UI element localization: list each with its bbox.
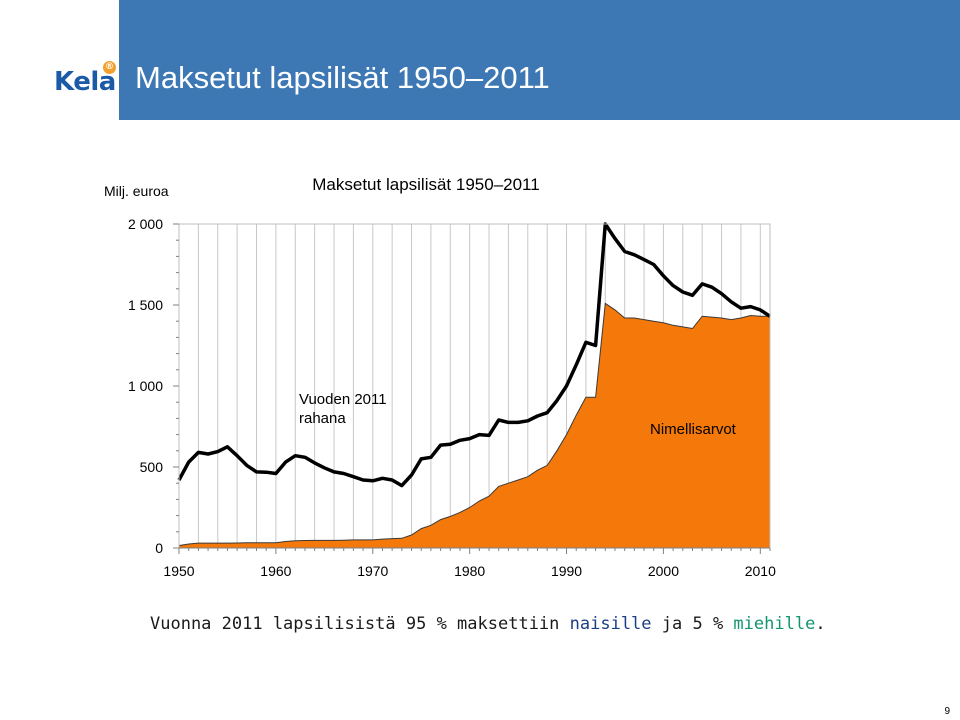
caption-text-3: . bbox=[815, 614, 826, 634]
area-series-layer bbox=[178, 302, 771, 549]
caption-highlight-men: miehille bbox=[733, 614, 816, 634]
chart: Maksetut lapsilisät 1950–2011 Milj. euro… bbox=[104, 175, 776, 579]
line-series-layer bbox=[177, 222, 771, 488]
y-tick-label: 1 000 bbox=[128, 378, 163, 394]
x-tick-label: 1950 bbox=[163, 563, 194, 579]
annotation-vuoden-2011-rahana: Vuoden 2011 bbox=[299, 391, 387, 408]
series-line-2011-rahana bbox=[177, 222, 771, 488]
x-tick-label: 1970 bbox=[357, 563, 388, 579]
y-tick-label: 2 000 bbox=[128, 216, 163, 232]
caption-text-1: Vuonna 2011 lapsilisistä 95 % maksettiin bbox=[150, 614, 570, 634]
x-tick-label: 2010 bbox=[745, 563, 776, 579]
axes bbox=[173, 223, 771, 554]
annotation-vuoden-2011-rahana: rahana bbox=[299, 410, 346, 427]
caption: Vuonna 2011 lapsilisistä 95 % maksettiin… bbox=[150, 614, 826, 634]
page-number: 9 bbox=[944, 706, 950, 717]
header-bar: Kela ® Maksetut lapsilisät 1950–2011 bbox=[0, 0, 960, 120]
annotation-nimellisarvot: Nimellisarvot bbox=[650, 421, 737, 438]
x-tick-label: 2000 bbox=[648, 563, 679, 579]
chart-title: Maksetut lapsilisät 1950–2011 bbox=[312, 175, 539, 194]
y-axis-label: Milj. euroa bbox=[104, 183, 169, 199]
annotations: Vuoden 2011 rahana Nimellisarvot bbox=[299, 391, 737, 438]
y-tick-label: 500 bbox=[140, 459, 164, 475]
x-tick-label: 1980 bbox=[454, 563, 485, 579]
y-tick-label: 1 500 bbox=[128, 297, 163, 313]
x-tick-label: 1960 bbox=[260, 563, 291, 579]
caption-highlight-women: naisille bbox=[569, 614, 652, 634]
logo-area: Kela ® bbox=[0, 0, 119, 120]
logo-badge-icon: ® bbox=[103, 61, 116, 74]
x-tick-label: 1990 bbox=[551, 563, 582, 579]
tick-labels: 1950 1960 1970 1980 1990 2000 2010 0 500 1 000 1 5… bbox=[128, 216, 776, 579]
y-tick-label: 0 bbox=[155, 540, 163, 556]
page-title: Maksetut lapsilisät 1950–2011 bbox=[135, 60, 550, 95]
caption-text-2: ja 5 % bbox=[651, 614, 734, 634]
series-area-nimellisarvot bbox=[178, 302, 771, 549]
